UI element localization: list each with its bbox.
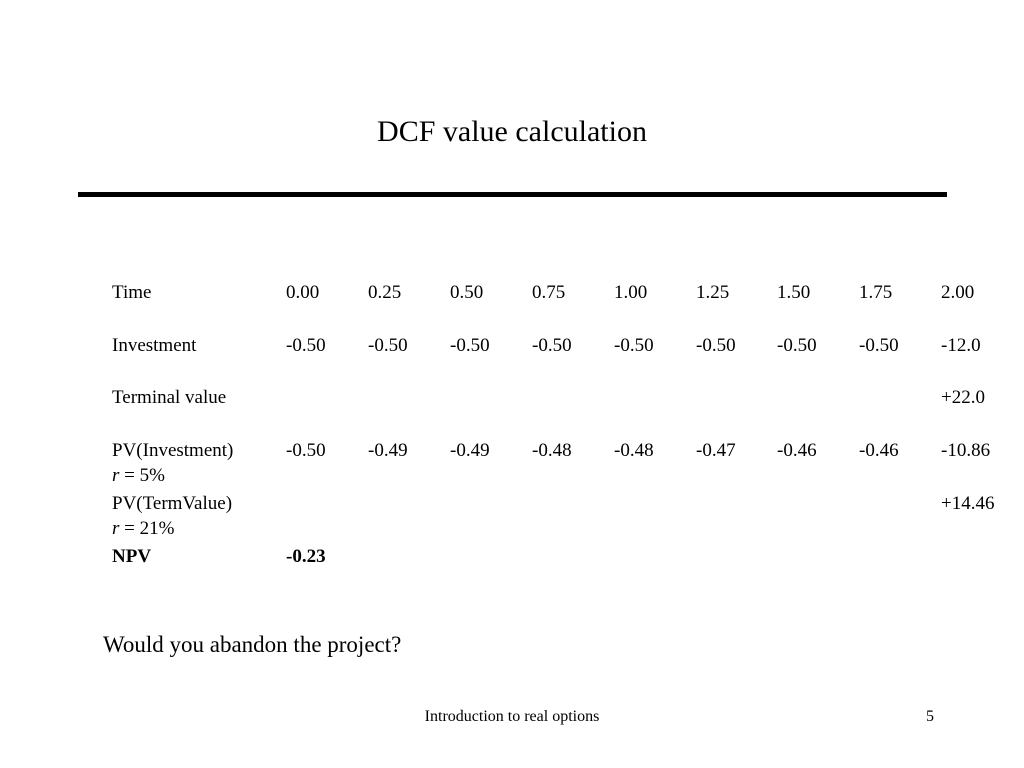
pv-termvalue-rate: r = 21% — [112, 517, 174, 541]
rate-variable: r — [112, 465, 120, 486]
pv-investment-cell: -0.46 — [859, 440, 899, 461]
pv-investment-cell: -10.86 — [941, 440, 991, 461]
time-cell: 0.50 — [450, 282, 484, 303]
investment-cell: -0.50 — [614, 335, 654, 356]
investment-cell: -0.50 — [286, 335, 326, 356]
pv-termvalue-row-label: PV(TermValue) — [112, 493, 233, 514]
time-cell: 1.00 — [614, 282, 648, 303]
pv-investment-row-label: PV(Investment) — [112, 440, 234, 461]
pv-investment-cell: -0.48 — [532, 440, 572, 461]
slide-title: DCF value calculation — [377, 115, 647, 148]
investment-cell: -0.50 — [368, 335, 408, 356]
investment-cell: -0.50 — [696, 335, 736, 356]
pv-investment-cell: -0.47 — [696, 440, 736, 461]
terminal-value-cell: +22.0 — [941, 387, 985, 408]
time-cell: 1.50 — [777, 282, 811, 303]
time-cell: 1.25 — [696, 282, 730, 303]
investment-cell: -0.50 — [532, 335, 572, 356]
time-cell: 1.75 — [859, 282, 893, 303]
investment-row-label: Investment — [112, 335, 197, 356]
pv-investment-cell: -0.46 — [777, 440, 817, 461]
pv-investment-cell: -0.49 — [450, 440, 490, 461]
pv-termvalue-cell: +14.46 — [941, 493, 995, 514]
title-underline — [78, 192, 947, 197]
terminal-value-row-label: Terminal value — [112, 387, 227, 408]
time-row-label: Time — [112, 282, 152, 303]
npv-row-label: NPV — [112, 546, 152, 567]
pv-investment-rate: r = 5% — [112, 464, 165, 488]
time-cell: 0.00 — [286, 282, 320, 303]
time-cell: 0.75 — [532, 282, 566, 303]
footer-text: Introduction to real options — [424, 708, 600, 725]
npv-value: -0.23 — [286, 546, 326, 567]
discussion-question: Would you abandon the project? — [103, 632, 402, 657]
rate-value: = 5% — [119, 465, 165, 486]
investment-cell: -0.50 — [777, 335, 817, 356]
time-cell: 2.00 — [941, 282, 975, 303]
investment-cell: -0.50 — [859, 335, 899, 356]
rate-variable: r — [112, 518, 120, 539]
investment-cell: -0.50 — [450, 335, 490, 356]
investment-cell: -12.0 — [941, 335, 981, 356]
page-number: 5 — [926, 708, 934, 725]
time-cell: 0.25 — [368, 282, 402, 303]
pv-investment-cell: -0.48 — [614, 440, 654, 461]
rate-value: = 21% — [119, 518, 175, 539]
pv-investment-cell: -0.49 — [368, 440, 408, 461]
pv-investment-cell: -0.50 — [286, 440, 326, 461]
